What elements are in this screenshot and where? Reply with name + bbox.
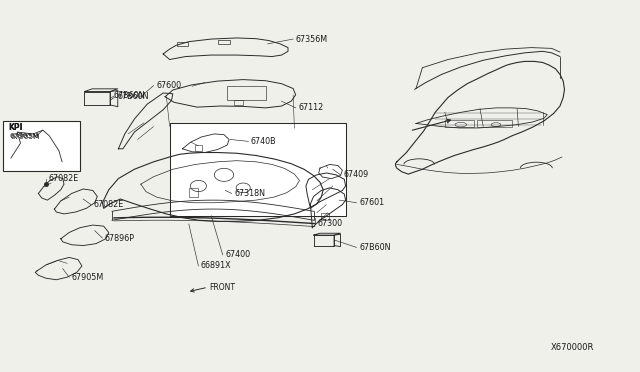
Text: 66891X: 66891X [201,262,232,270]
Text: 67896P: 67896P [105,234,135,243]
Text: 67905M: 67905M [10,133,39,139]
Text: 67300: 67300 [317,219,342,228]
Text: 6740B: 6740B [251,137,276,146]
Text: X670000R: X670000R [551,343,595,352]
Text: 67B60N: 67B60N [114,92,145,100]
Bar [321,213,329,220]
Bar [227,86,266,100]
Text: 67600: 67600 [156,81,181,90]
Text: 67082E: 67082E [49,174,79,183]
Bar [177,42,188,46]
Text: 67318N: 67318N [234,189,265,198]
Bar [477,120,512,127]
Text: KPI: KPI [8,123,23,132]
Bar [218,40,230,44]
Text: 67601: 67601 [359,198,384,207]
Text: 67B60N: 67B60N [118,92,149,101]
Bar [170,123,346,216]
Text: 67112: 67112 [298,103,323,112]
Text: 67400: 67400 [225,250,250,259]
Bar [195,145,202,151]
Text: 67082E: 67082E [93,200,124,209]
Text: 67356M: 67356M [296,35,328,44]
Text: KPI: KPI [8,123,23,132]
Text: 67905M: 67905M [72,273,104,282]
Bar [3,121,80,171]
Text: 67409: 67409 [343,170,368,179]
Text: 67905M: 67905M [11,134,40,140]
Text: FRONT: FRONT [209,283,236,292]
Bar [189,188,198,197]
Bar [234,100,243,105]
Bar [445,120,474,127]
Text: 67B60N: 67B60N [359,243,390,252]
